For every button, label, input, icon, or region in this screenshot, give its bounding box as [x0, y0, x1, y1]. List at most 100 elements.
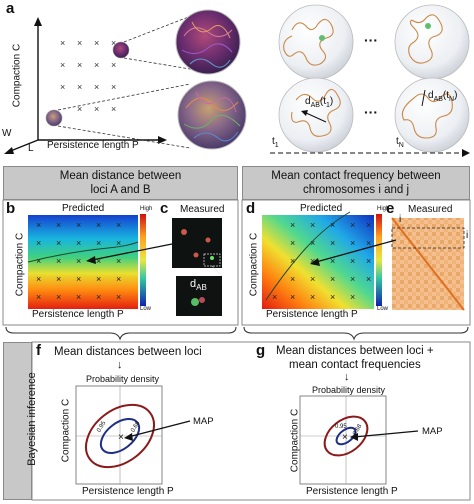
- panel-g-contour-68: [335, 426, 357, 446]
- panel-g-x-axis-label: Persistence length P: [306, 486, 398, 497]
- svg-text:×: ×: [310, 256, 315, 266]
- curly-braces: [5, 326, 469, 341]
- svg-text:×: ×: [76, 274, 81, 284]
- svg-text:×: ×: [290, 256, 295, 266]
- svg-text:×: ×: [111, 104, 116, 114]
- svg-text:×: ×: [366, 256, 371, 266]
- svg-text:×: ×: [96, 220, 101, 230]
- dist-arrow-1: [303, 111, 327, 123]
- panel-c-title: Measured: [180, 204, 225, 215]
- panel-e-j-label: i: [466, 230, 469, 241]
- header-right-line2: chromosomes i and j: [302, 184, 410, 196]
- svg-text:×: ×: [56, 274, 61, 284]
- svg-text:×: ×: [330, 238, 335, 248]
- panel-c-letter: c: [160, 200, 169, 217]
- svg-text:×: ×: [350, 274, 355, 284]
- svg-text:×: ×: [116, 238, 121, 248]
- panel-d-low-label: Low: [377, 306, 389, 312]
- svg-text:×: ×: [96, 238, 101, 248]
- panel-f-title: Mean distances between loci: [54, 346, 202, 358]
- dist-arrow-n: [421, 89, 426, 107]
- svg-text:×: ×: [76, 238, 81, 248]
- svg-text:×: ×: [111, 38, 116, 48]
- panel-e-i-label: i: [399, 214, 402, 225]
- panel-d-colorbar: [376, 214, 382, 306]
- svg-text:×: ×: [60, 82, 65, 92]
- zoom-lines: [57, 13, 197, 149]
- svg-text:×: ×: [60, 60, 65, 70]
- panel-b-colorbar: [140, 214, 146, 306]
- locus-a-marker-1: [319, 35, 325, 41]
- svg-text:×: ×: [56, 238, 61, 248]
- svg-text:×: ×: [111, 60, 116, 70]
- panel-de-frame: [241, 199, 471, 326]
- panel-e-letter: e: [386, 200, 395, 217]
- panel-f-density-label: Probability density: [86, 374, 160, 384]
- svg-text:×: ×: [36, 238, 41, 248]
- svg-text:×: ×: [310, 274, 315, 284]
- panel-d-high-label: High: [377, 206, 390, 212]
- panel-d-title: Predicted: [300, 203, 343, 214]
- svg-text:×: ×: [116, 256, 121, 266]
- panel-g-contour-95: [323, 415, 369, 457]
- svg-text:×: ×: [56, 256, 61, 266]
- t1-label: t1: [272, 136, 279, 149]
- svg-text:×: ×: [36, 274, 41, 284]
- svg-text:×: ×: [77, 104, 82, 114]
- dist-label-t1: dAB(t1): [305, 96, 334, 109]
- svg-text:×: ×: [56, 292, 61, 302]
- bayesian-frame: [31, 341, 471, 501]
- svg-text:×: ×: [290, 274, 295, 284]
- panel-a-figure: × × × × × × × × × × × × × × ×: [4, 4, 470, 157]
- locus-a-marker-2: [425, 23, 431, 29]
- panel-a-w-label: W: [2, 128, 12, 139]
- svg-text:×: ×: [56, 220, 61, 230]
- panel-e-contact-map: [391, 217, 465, 311]
- svg-text:×: ×: [366, 274, 371, 284]
- svg-text:×: ×: [36, 256, 41, 266]
- svg-text:×: ×: [96, 292, 101, 302]
- svg-text:×: ×: [310, 292, 315, 302]
- ellipsis-top: ···: [364, 32, 378, 48]
- svg-text:×: ×: [36, 220, 41, 230]
- svg-text:×: ×: [116, 292, 121, 302]
- big-globule-loose: [177, 80, 247, 150]
- svg-text:×: ×: [350, 292, 355, 302]
- svg-text:×: ×: [94, 60, 99, 70]
- svg-text:×: ×: [366, 220, 371, 230]
- panel-g-label-95: 0.95: [335, 424, 347, 430]
- panel-f-map-arrow: [127, 420, 191, 438]
- panel-g-down-arrow: ↓: [344, 371, 350, 383]
- panel-a-sample-grid: × × × × × × × × × × × × × × ×: [60, 38, 116, 114]
- panel-b-low-label: Low: [140, 306, 152, 312]
- svg-text:×: ×: [94, 104, 99, 114]
- panel-f-letter: f: [36, 342, 41, 359]
- svg-text:×: ×: [350, 220, 355, 230]
- svg-text:×: ×: [272, 292, 277, 302]
- ellipsis-bottom: ···: [364, 104, 378, 120]
- panel-f-map-label: MAP: [193, 416, 214, 427]
- big-globule-loose-texture: [183, 91, 241, 142]
- panel-b-title: Predicted: [62, 203, 105, 214]
- panel-a-l-label: L: [28, 143, 34, 154]
- dist-label-tn: dAB(tN): [428, 90, 458, 103]
- svg-text:×: ×: [116, 274, 121, 284]
- svg-text:×: ×: [111, 82, 116, 92]
- panel-f-down-arrow: ↓: [117, 359, 123, 371]
- small-globule-top: [112, 41, 130, 59]
- header-left-line1: Mean distance between: [59, 170, 182, 182]
- svg-text:×: ×: [116, 220, 121, 230]
- svg-text:×: ×: [330, 220, 335, 230]
- svg-text:×: ×: [77, 38, 82, 48]
- panel-a-letter: a: [6, 0, 15, 17]
- svg-text:×: ×: [330, 274, 335, 284]
- big-globule-compact-texture: [181, 21, 233, 68]
- panel-e-to-d-arrow: [315, 239, 397, 263]
- big-globule-compact: [175, 9, 241, 75]
- panel-f-contour-plot: ×: [75, 385, 191, 485]
- panel-f-map-marker: ×: [118, 432, 124, 443]
- panel-a-axes: [4, 17, 167, 154]
- bayesian-sidebar: [3, 342, 32, 500]
